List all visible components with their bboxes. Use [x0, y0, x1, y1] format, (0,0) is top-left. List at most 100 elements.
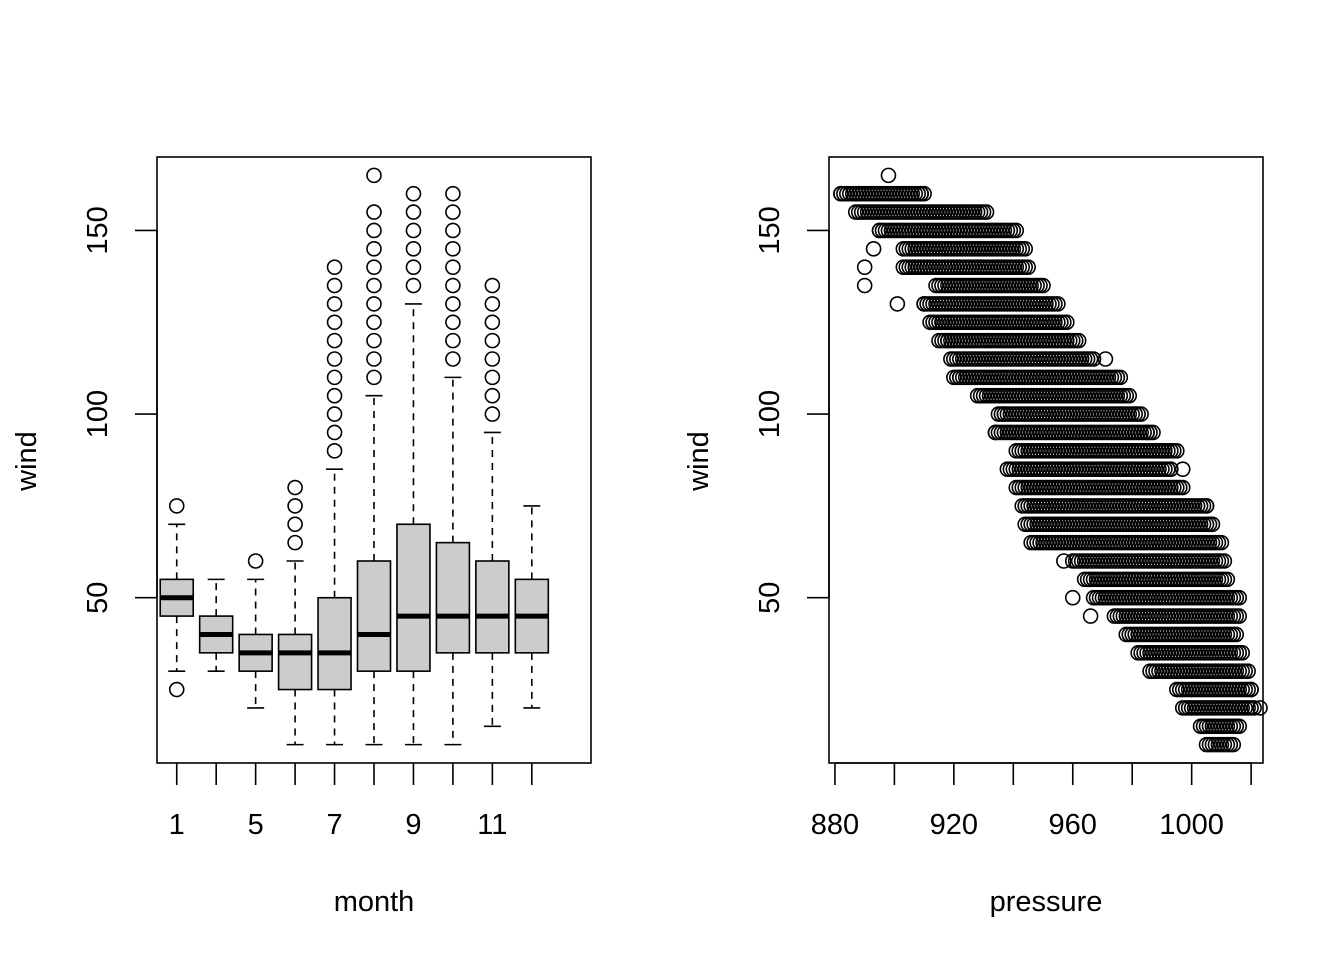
boxplot-y-tick-label: 150 [82, 206, 114, 254]
box-group-month-5 [238, 553, 273, 709]
scatter-y-axis-label: wind [683, 431, 715, 492]
scatter-point [1070, 332, 1087, 349]
box-outlier-point [326, 351, 343, 367]
scatter-point [1231, 608, 1248, 624]
scatter-point [889, 296, 906, 312]
box-outlier-point [484, 277, 501, 294]
scatter-point [1240, 663, 1256, 679]
box-group-month-8 [356, 167, 392, 746]
scatter-point [1112, 369, 1129, 386]
box-group-month-7 [317, 259, 352, 746]
scatter-y-axis: 50 100 150 [754, 206, 830, 614]
scatter-point [1163, 461, 1179, 477]
scatter-point [940, 332, 956, 349]
boxplot-marks [159, 167, 550, 746]
box-outlier-point [326, 296, 343, 312]
scatter-point [856, 277, 873, 294]
box-group-month-4 [198, 578, 234, 672]
scatter-point [1234, 645, 1250, 661]
scatter-point [1198, 498, 1215, 514]
scatter-x-axis-label: pressure [990, 886, 1103, 918]
scatter-point [1121, 387, 1138, 404]
scatter-point [1252, 700, 1268, 716]
box-outlier-point [326, 277, 343, 294]
scatter-point [1145, 424, 1161, 441]
box-iqr [475, 560, 510, 654]
scatter-point [1216, 553, 1233, 569]
box-outlier-point [287, 534, 303, 551]
scatter-point [1174, 461, 1191, 477]
box-outlier-point [326, 387, 343, 404]
box-outlier-point [168, 498, 185, 514]
box-outlier-point [326, 443, 343, 459]
scatter-point [1082, 608, 1099, 624]
box-outlier-point [326, 406, 343, 422]
box-outlier-point [484, 387, 501, 404]
scatter-point [913, 185, 929, 202]
box-outlier-point [366, 351, 382, 367]
box-group-month-1 [159, 498, 195, 698]
scatter-point [1228, 626, 1245, 643]
scatter-point [934, 314, 950, 331]
scatter-x-tick-label: 960 [1049, 809, 1097, 841]
scatter-point [1213, 534, 1230, 551]
box-group-month-6 [277, 479, 313, 746]
box-outlier-point [287, 516, 303, 533]
box-outlier-point [366, 167, 382, 184]
boxplot-panel: 1 5 7 9 11 50 100 150 month wind [11, 156, 592, 918]
box-outlier-point [484, 314, 501, 331]
scatter-point [1020, 259, 1036, 275]
box-outlier-point [484, 351, 501, 367]
scatter-x-tick-label: 1000 [1159, 809, 1224, 841]
boxplot-y-tick-label: 100 [82, 390, 114, 438]
box-outlier-point [366, 259, 382, 275]
boxplot-x-tick-label: 1 [169, 809, 185, 841]
box-outlier-point [366, 222, 382, 239]
scatter-point [1097, 351, 1114, 367]
box-iqr [356, 560, 392, 672]
box-group-month-9 [396, 185, 431, 746]
box-group-month-12 [514, 505, 550, 709]
scatter-y-tick-label: 100 [754, 390, 786, 438]
box-outlier-point [445, 259, 461, 275]
scatter-point [865, 241, 882, 257]
scatter-point [1204, 516, 1221, 533]
scatter-point [978, 204, 995, 220]
box-outlier-point [326, 424, 343, 441]
box-outlier-point [326, 369, 343, 386]
scatter-point [1231, 718, 1248, 735]
box-outlier-point [366, 204, 382, 220]
box-outlier-point [445, 241, 461, 257]
scatter-point [850, 185, 867, 202]
scatter-point [1017, 241, 1033, 257]
scatter-marks [833, 167, 1268, 753]
box-outlier-point [405, 204, 422, 220]
box-outlier-point [326, 259, 343, 275]
scatter-point [987, 424, 1004, 441]
box-outlier-point [445, 185, 461, 202]
box-outlier-point [405, 241, 422, 257]
scatter-point [1056, 553, 1072, 569]
scatter-x-tick-label: 920 [930, 809, 978, 841]
boxplot-x-tick-label: 5 [248, 809, 264, 841]
box-outlier-point [484, 296, 501, 312]
boxplot-x-axis-label: month [334, 886, 415, 918]
scatter-point [1008, 222, 1025, 239]
scatter-point [951, 369, 968, 386]
box-outlier-point [326, 314, 343, 331]
box-outlier-point [366, 332, 382, 349]
box-iqr [435, 541, 471, 654]
scatter-point [1154, 443, 1170, 459]
box-outlier-point [405, 277, 422, 294]
scatter-point [856, 259, 873, 275]
box-outlier-point [445, 314, 461, 331]
scatter-x-tick-label: 880 [811, 809, 859, 841]
box-outlier-point [287, 479, 303, 496]
boxplot-x-tick-label: 9 [405, 809, 421, 841]
scatter-y-tick-label: 50 [754, 582, 786, 614]
box-group-month-11 [475, 277, 510, 728]
boxplot-y-axis-label: wind [11, 431, 43, 492]
scatter-point [1139, 424, 1155, 441]
box-outlier-point [484, 406, 501, 422]
